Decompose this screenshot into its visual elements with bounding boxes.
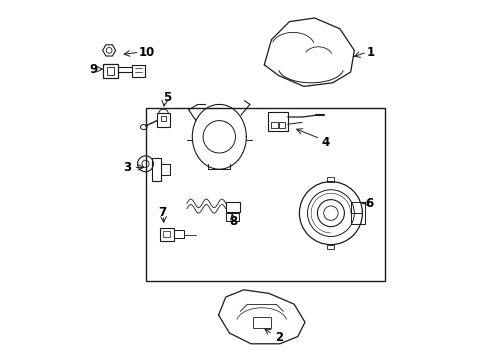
Text: 1: 1 xyxy=(366,46,374,59)
Bar xyxy=(226,202,240,212)
Bar xyxy=(326,245,334,249)
Bar xyxy=(163,231,170,237)
Text: 10: 10 xyxy=(138,46,154,59)
Bar xyxy=(267,112,287,131)
Bar xyxy=(326,177,334,182)
Bar xyxy=(145,108,384,281)
Bar xyxy=(350,202,365,224)
Bar xyxy=(173,230,184,238)
Bar xyxy=(271,122,277,128)
Text: 8: 8 xyxy=(228,215,237,228)
Bar xyxy=(225,213,239,221)
Bar xyxy=(278,122,285,128)
Bar xyxy=(160,228,173,241)
Bar xyxy=(161,164,170,175)
Text: 9: 9 xyxy=(89,63,97,76)
Bar xyxy=(103,64,118,78)
Text: 4: 4 xyxy=(321,136,329,149)
Bar xyxy=(107,67,114,75)
Text: 6: 6 xyxy=(365,197,373,210)
Text: 3: 3 xyxy=(123,161,131,174)
Bar xyxy=(160,116,166,121)
Text: 7: 7 xyxy=(158,206,166,219)
Bar xyxy=(157,113,170,127)
Text: 2: 2 xyxy=(274,331,282,344)
Bar xyxy=(252,317,270,328)
Text: 5: 5 xyxy=(163,91,171,104)
Bar xyxy=(152,158,161,181)
Bar xyxy=(132,65,144,77)
